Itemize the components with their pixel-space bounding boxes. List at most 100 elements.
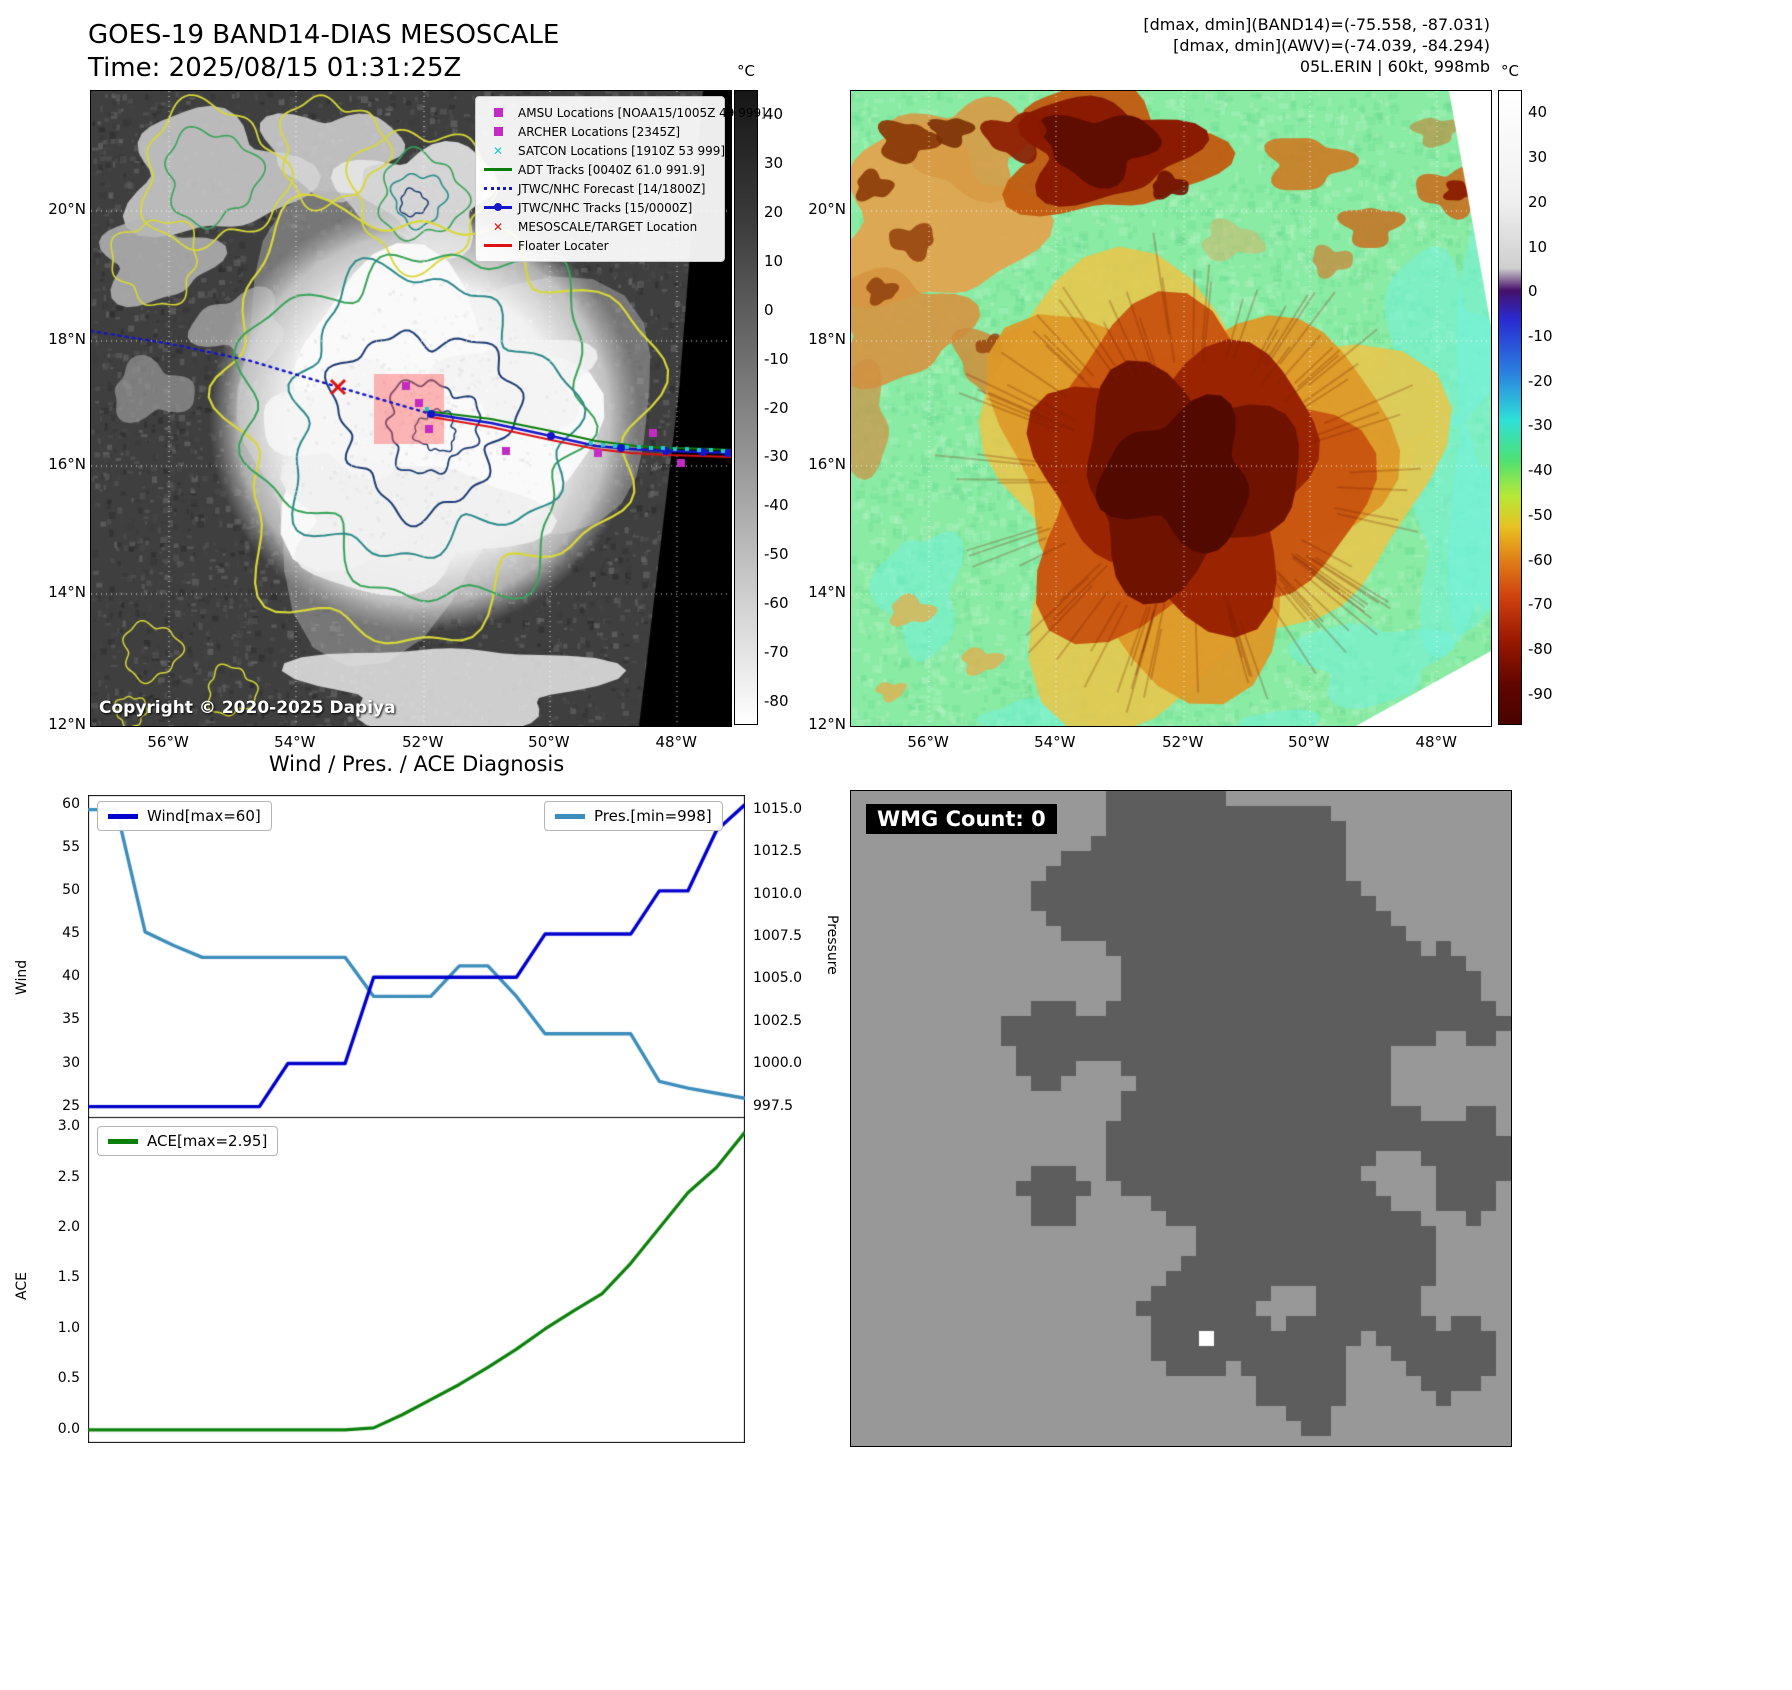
ace-axis-label: ACE: [14, 1272, 30, 1300]
colorbar-tick-label: -50: [764, 545, 789, 564]
line-icon: [483, 240, 513, 252]
awv-colorbar: [1498, 90, 1522, 725]
lat-tick-label: 20°N: [48, 200, 86, 218]
lon-tick-label: 52°W: [1162, 733, 1204, 751]
ace-tick-label: 0.5: [57, 1370, 80, 1387]
lat-tick-label: 16°N: [48, 454, 86, 473]
chart-title: Wind / Pres. / ACE Diagnosis: [268, 752, 565, 776]
pres-legend: Pres.[min=998]: [544, 801, 723, 831]
lon-tick-label: 52°W: [402, 733, 444, 751]
legend-item-label: JTWC/NHC Forecast [14/1800Z]: [518, 181, 706, 196]
pressure-tick-label: 1002.5: [753, 1012, 802, 1029]
legend-item: ✕ SATCON Locations [1910Z 53 999]: [483, 141, 725, 160]
pressure-axis-label: Pressure: [824, 915, 840, 975]
lon-tick-label: 50°W: [1288, 733, 1330, 751]
wind-axis-label: Wind: [14, 959, 30, 995]
wind-tick-label: 30: [62, 1054, 80, 1071]
storm-id-intensity: 05L.ERIN | 60kt, 998mb: [1299, 57, 1490, 76]
map-legend: AMSU Locations [NOAA15/1005Z 49 999] ARCH…: [475, 96, 766, 262]
pres-line-icon: [555, 813, 585, 819]
awv-map-panel: [850, 90, 1492, 727]
colorbar-tick-label: -60: [1528, 550, 1553, 569]
ace-line-icon: [108, 1138, 138, 1144]
awv-map-canvas: [851, 91, 1491, 726]
ace-tick-label: 3.0: [57, 1118, 80, 1135]
legend-item: AMSU Locations [NOAA15/1005Z 49 999]: [483, 103, 766, 122]
diagnosis-charts-panel: [88, 795, 747, 1445]
dmax-dmin-band14: [dmax, dmin](BAND14)=(-75.558, -87.031): [1143, 15, 1490, 34]
ace-tick-label: 2.0: [57, 1219, 80, 1235]
lon-tick-label: 56°W: [907, 733, 949, 751]
lat-tick-label: 14°N: [808, 582, 846, 601]
wind-line-icon: [108, 813, 138, 819]
wmg-count-badge: WMG Count: 0: [866, 804, 1057, 834]
colorbar-tick-label: -60: [764, 593, 789, 612]
colorbar-tick-label: -80: [1528, 639, 1553, 658]
legend-item-label: ARCHER Locations [2345Z]: [518, 124, 681, 139]
page-title: GOES-19 BAND14-DIAS MESOSCALE: [88, 20, 560, 50]
colorbar-tick-label: 0: [764, 300, 774, 319]
pressure-tick-label: 1007.5: [753, 927, 802, 944]
lat-tick-label: 16°N: [808, 454, 846, 473]
wind-tick-label: 25: [62, 1097, 80, 1114]
lon-tick-label: 48°W: [1415, 733, 1457, 751]
legend-item-label: JTWC/NHC Tracks [15/0000Z]: [518, 200, 693, 215]
x-marker-icon: ✕: [492, 143, 504, 158]
ace-legend-label: ACE[max=2.95]: [147, 1132, 268, 1150]
colorbar-tick-label: -70: [1528, 595, 1553, 614]
colorbar-tick-label: -50: [1528, 505, 1553, 524]
colorbar-tick-label: 40: [1528, 103, 1548, 122]
colorbar-tick-label: -10: [1528, 326, 1553, 345]
wind-tick-label: 45: [62, 925, 80, 942]
lat-tick-label: 18°N: [48, 330, 86, 349]
wind-legend-label: Wind[max=60]: [147, 807, 261, 825]
lat-tick-label: 14°N: [48, 582, 86, 601]
square-marker-icon: [483, 126, 513, 138]
colorbar-tick-label: 10: [1528, 237, 1548, 256]
legend-item: JTWC/NHC Forecast [14/1800Z]: [483, 179, 717, 198]
colorbar-tick-label: -30: [764, 447, 789, 466]
pressure-tick-label: 1005.0: [753, 970, 802, 987]
pres-legend-label: Pres.[min=998]: [594, 807, 712, 825]
copyright-text: Copyright © 2020-2025 Dapiya: [99, 698, 396, 718]
diagnosis-charts-canvas: [88, 795, 745, 1443]
wind-tick-label: 60: [62, 795, 80, 812]
colorbar-tick-label: -20: [1528, 371, 1553, 390]
ir-colorbar-unit: °C: [737, 62, 755, 80]
legend-item: ADT Tracks [0040Z 61.0 991.9]: [483, 160, 717, 179]
wind-legend: Wind[max=60]: [97, 801, 272, 831]
lon-tick-label: 56°W: [147, 733, 189, 751]
awv-colorbar-unit: °C: [1501, 62, 1519, 80]
colorbar-tick-label: 0: [1528, 282, 1538, 301]
wmg-map-canvas: [851, 791, 1511, 1446]
line-dot-icon: [483, 202, 513, 214]
legend-item: Floater Locater: [483, 236, 717, 255]
colorbar-tick-label: -90: [1528, 684, 1553, 703]
colorbar-tick-label: -20: [764, 398, 789, 417]
line-icon: [483, 164, 513, 176]
dmax-dmin-awv: [dmax, dmin](AWV)=(-74.039, -84.294): [1173, 36, 1490, 55]
ace-tick-label: 1.5: [57, 1269, 80, 1286]
pressure-tick-label: 1015.0: [753, 800, 802, 817]
wind-tick-label: 55: [62, 838, 80, 855]
pressure-tick-label: 1010.0: [753, 885, 802, 902]
wind-tick-label: 50: [62, 881, 80, 898]
ace-legend: ACE[max=2.95]: [97, 1126, 279, 1156]
page-subtitle: Time: 2025/08/15 01:31:25Z: [88, 53, 462, 83]
x-marker-icon: ✕: [492, 219, 504, 234]
square-marker-icon: [483, 107, 513, 119]
colorbar-tick-label: 20: [1528, 192, 1548, 211]
ace-tick-label: 1.0: [57, 1319, 80, 1336]
ace-tick-label: 0.0: [57, 1420, 80, 1437]
lat-tick-label: 12°N: [48, 715, 86, 733]
legend-item-label: AMSU Locations [NOAA15/1005Z 49 999]: [518, 105, 766, 120]
legend-item-label: SATCON Locations [1910Z 53 999]: [518, 143, 726, 158]
goes-ir-map-panel: AMSU Locations [NOAA15/1005Z 49 999] ARCH…: [90, 90, 766, 727]
wind-tick-label: 35: [62, 1011, 80, 1028]
lat-tick-label: 18°N: [808, 330, 846, 349]
lat-tick-label: 20°N: [808, 200, 846, 218]
wmg-panel: WMG Count: 0: [850, 790, 1512, 1447]
wind-tick-label: 40: [62, 968, 80, 985]
dotted-line-icon: [483, 183, 513, 195]
